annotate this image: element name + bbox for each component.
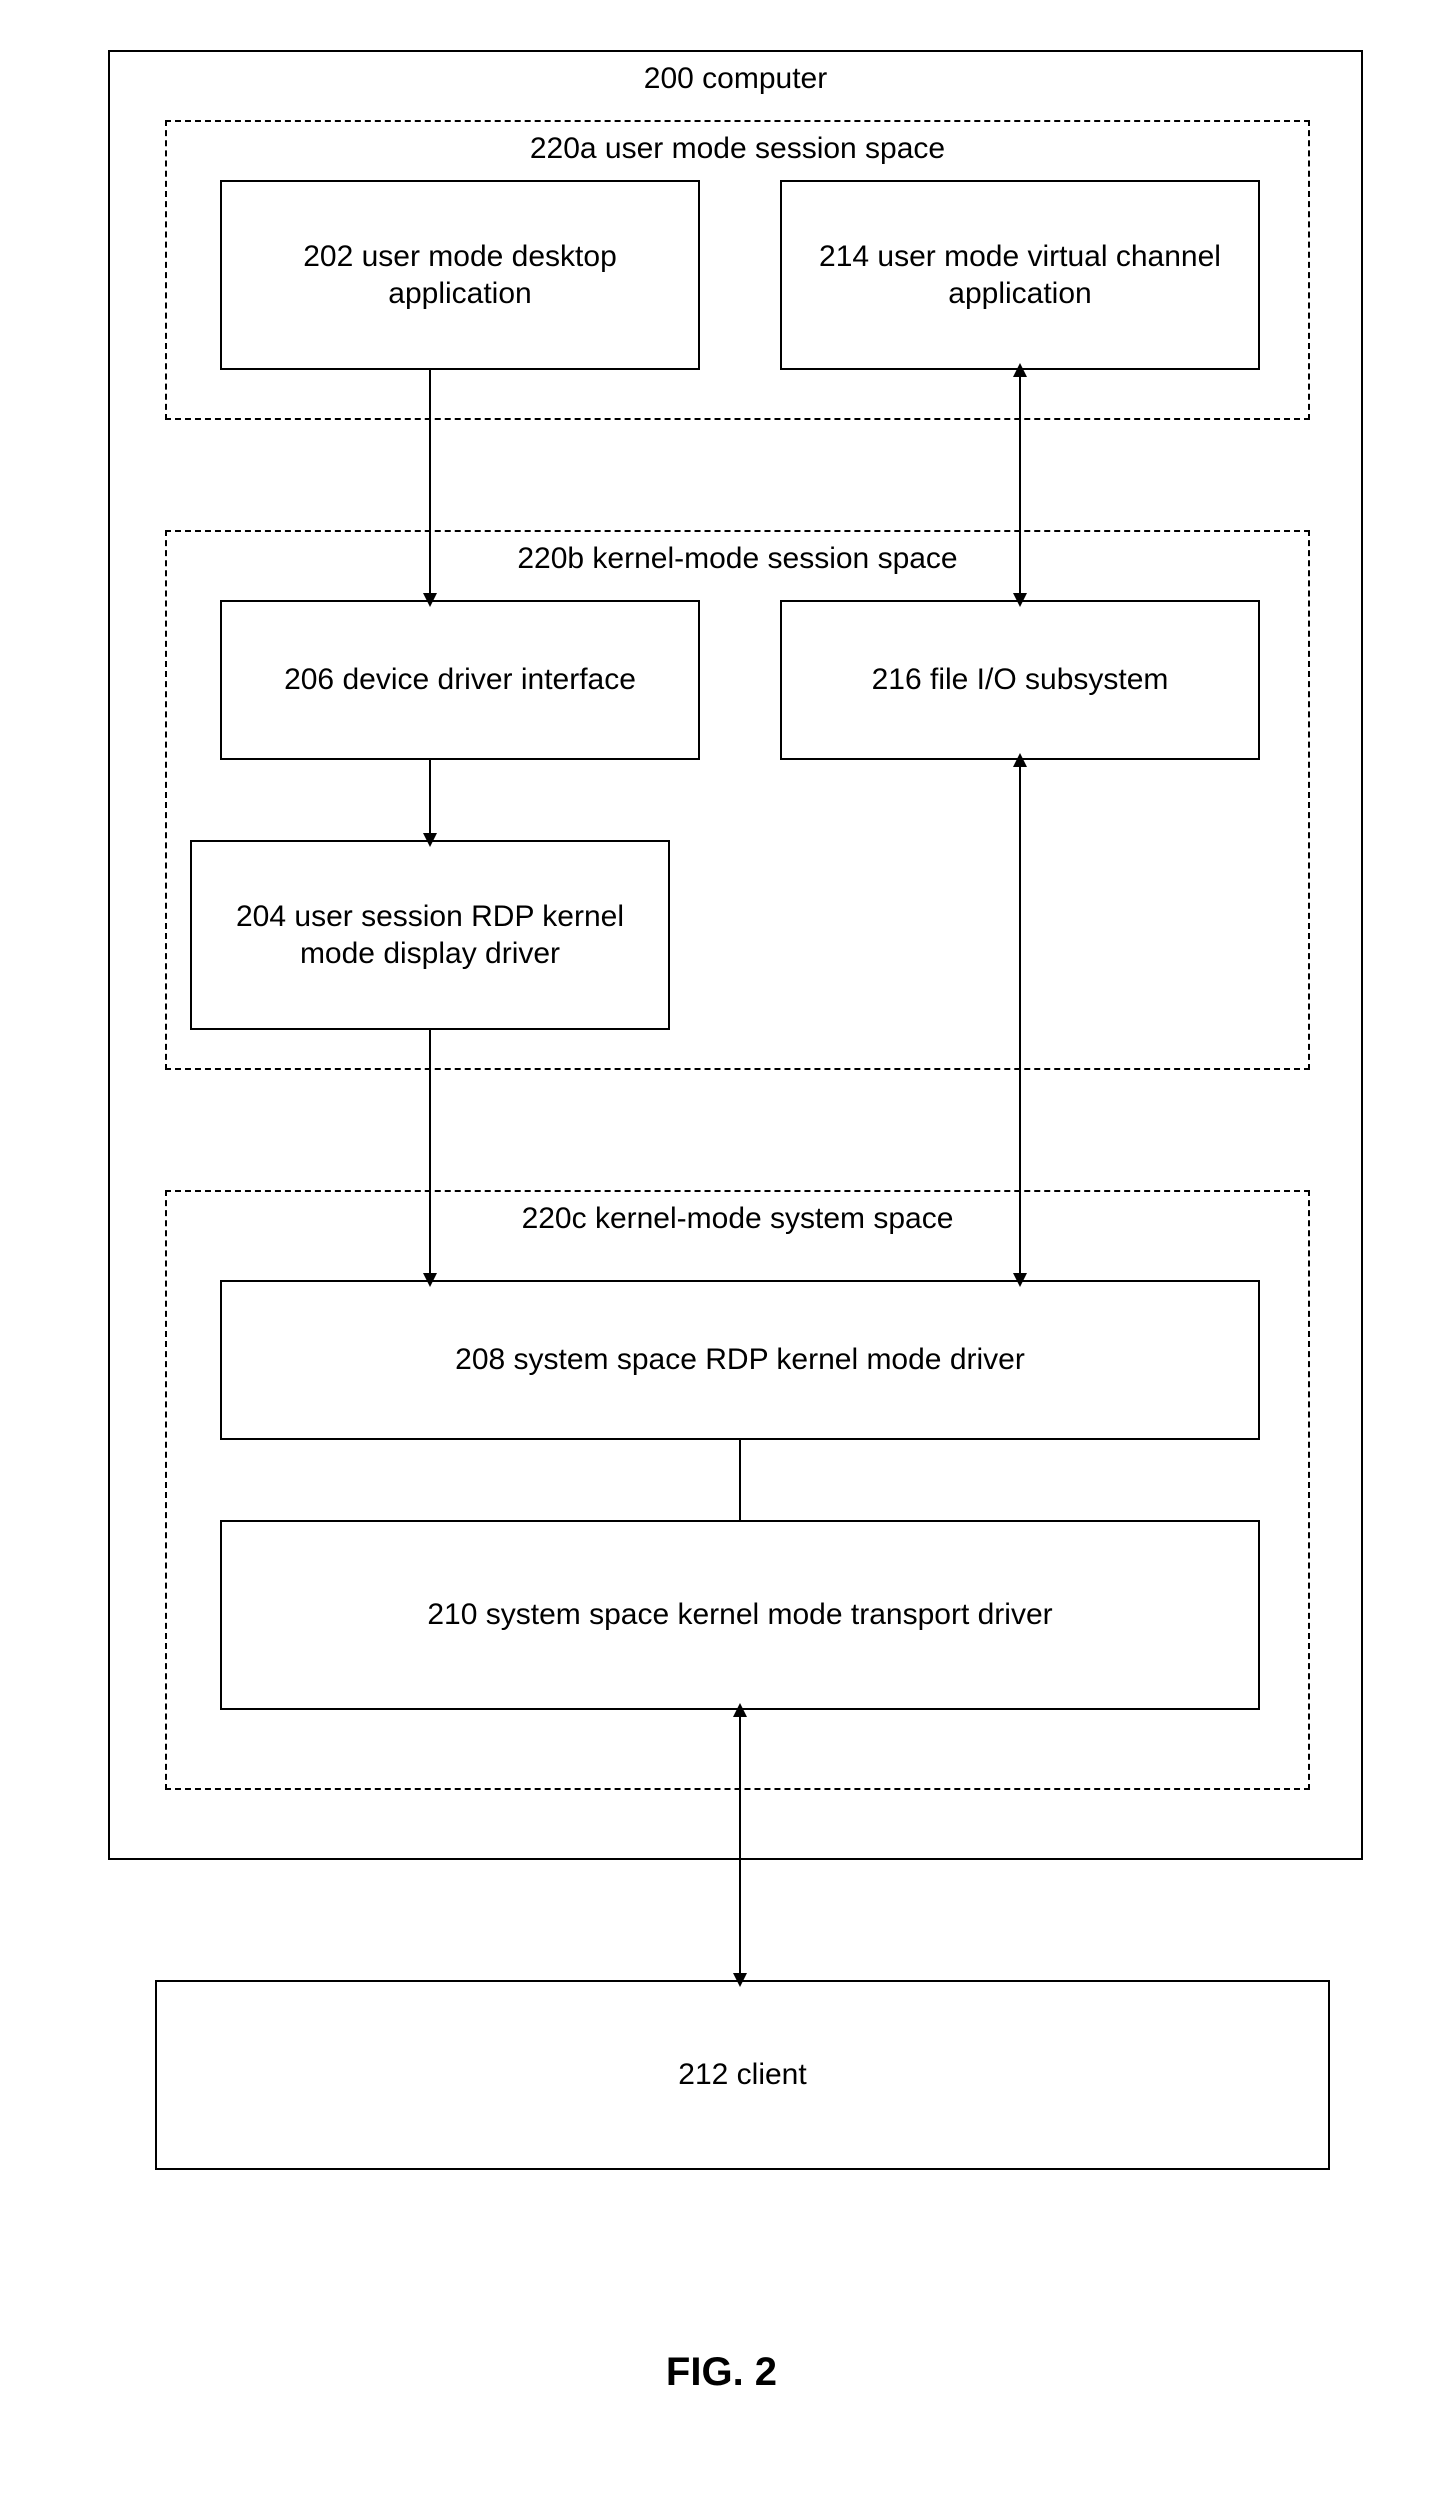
node-212-label: 212 client — [678, 2056, 806, 2094]
node-202: 202 user mode desktop application — [220, 180, 700, 370]
node-208: 208 system space RDP kernel mode driver — [220, 1280, 1260, 1440]
node-208-label: 208 system space RDP kernel mode driver — [455, 1341, 1025, 1379]
node-202-label: 202 user mode desktop application — [232, 238, 688, 313]
container-space-a-label: 220a user mode session space — [530, 130, 945, 168]
container-space-c-label: 220c kernel-mode system space — [522, 1200, 954, 1238]
node-210: 210 system space kernel mode transport d… — [220, 1520, 1260, 1710]
figure-label: FIG. 2 — [632, 2350, 812, 2395]
node-204: 204 user session RDP kernel mode display… — [190, 840, 670, 1030]
node-216-label: 216 file I/O subsystem — [872, 661, 1169, 699]
container-space-b-label: 220b kernel-mode session space — [517, 540, 957, 578]
container-computer-label: 200 computer — [644, 60, 827, 98]
node-206-label: 206 device driver interface — [284, 661, 636, 699]
node-214: 214 user mode virtual channel applicatio… — [780, 180, 1260, 370]
node-216: 216 file I/O subsystem — [780, 600, 1260, 760]
node-204-label: 204 user session RDP kernel mode display… — [202, 898, 658, 973]
node-210-label: 210 system space kernel mode transport d… — [427, 1596, 1052, 1634]
node-206: 206 device driver interface — [220, 600, 700, 760]
node-212: 212 client — [155, 1980, 1330, 2170]
diagram-canvas: 200 computer 220a user mode session spac… — [0, 0, 1443, 2510]
node-214-label: 214 user mode virtual channel applicatio… — [792, 238, 1248, 313]
